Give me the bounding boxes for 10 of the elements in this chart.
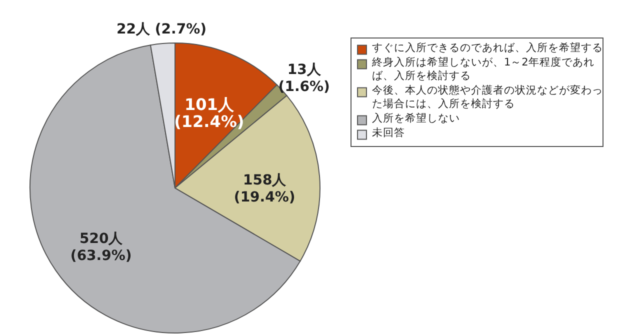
data-label: 101人 (12.4%) [174, 94, 244, 131]
legend-label: 終身入所は希望しないが、1～2年程度であれば、入所を検討する [371, 56, 594, 82]
legend-label: 入所を希望しない [372, 112, 460, 124]
legend-label: すぐに入所できるのであれば、入所を希望する [372, 41, 603, 54]
data-label: 158人 (19.4%) [234, 172, 296, 206]
legend-label: 未回答 [372, 126, 405, 139]
legend-label: 今後、本人の状態や介護者の状況などが変わった場合には、入所を検討する [372, 84, 603, 110]
data-label: 520人 (63.9%) [70, 231, 132, 264]
data-label: 22人 (2.7%) [116, 22, 207, 38]
data-label: 13人 (1.6%) [278, 62, 330, 95]
